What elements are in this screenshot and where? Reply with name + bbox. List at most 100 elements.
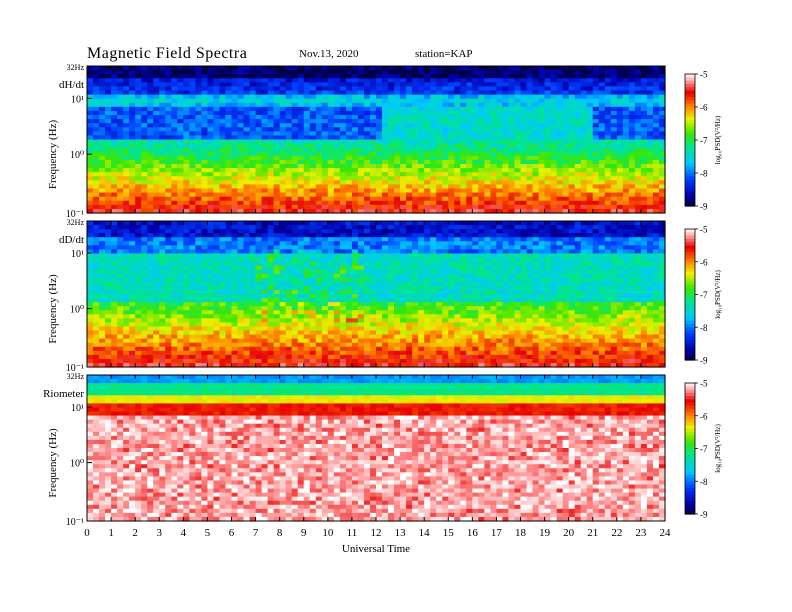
spectrogram-cell <box>297 237 305 242</box>
spectrogram-cell <box>159 155 166 161</box>
spectrogram-cell <box>237 98 245 104</box>
spectrogram-cell <box>333 164 341 169</box>
spectrogram-cell <box>255 289 263 295</box>
spectrogram-cell <box>303 241 311 246</box>
spectrogram-cell <box>514 188 522 194</box>
spectrogram-cell <box>291 155 299 161</box>
spectrogram-cell <box>129 253 136 259</box>
spectrogram-cell <box>201 338 209 344</box>
spectrogram-cell <box>225 135 233 141</box>
spectrogram-cell <box>418 94 425 100</box>
spectrogram-cell <box>448 164 455 169</box>
spectrogram-cell <box>117 184 124 190</box>
spectrogram-cell <box>111 237 118 242</box>
spectrogram-cell <box>255 147 263 153</box>
spectrogram-cell <box>339 200 347 206</box>
spectrogram-cell <box>544 98 552 104</box>
spectrogram-cell <box>460 74 467 79</box>
spectrogram-cell <box>297 143 305 149</box>
spectrogram-cell <box>237 184 245 190</box>
spectrogram-cell <box>327 106 335 112</box>
spectrogram-cell <box>478 159 485 165</box>
spectrogram-cell <box>165 326 172 332</box>
spectrogram-cell <box>478 192 485 198</box>
spectrogram-cell <box>333 115 341 120</box>
spectrogram-cell <box>357 164 365 169</box>
spectrogram-cell <box>159 86 166 92</box>
spectrogram-cell <box>147 139 154 145</box>
spectrogram-cell <box>165 273 172 279</box>
spectrogram-cell <box>231 180 239 186</box>
spectrogram-cell <box>442 98 449 104</box>
spectrogram-cell <box>538 127 546 132</box>
spectrogram-cell <box>568 139 576 145</box>
spectrogram-cell <box>345 102 353 108</box>
spectrogram-cell <box>99 78 106 83</box>
spectrogram-cell <box>363 200 371 206</box>
spectrogram-cell <box>225 265 233 271</box>
spectrogram-cell <box>303 265 311 271</box>
spectrogram-cell <box>309 294 317 299</box>
spectrogram-cell <box>406 131 413 137</box>
spectrogram-cell <box>634 119 642 124</box>
spectrogram-cell <box>219 147 227 153</box>
spectrogram-cell <box>243 306 251 311</box>
spectrogram-cell <box>117 151 124 157</box>
spectrogram-cell <box>177 273 184 279</box>
spectrogram-cell <box>586 155 594 161</box>
spectrogram-cell <box>273 123 281 128</box>
spectrogram-cell <box>213 310 221 315</box>
spectrogram-cell <box>213 273 221 279</box>
spectrogram-cell <box>291 115 299 120</box>
spectrogram-cell <box>333 102 341 108</box>
spectrogram-cell <box>219 151 227 157</box>
spectrogram-cell <box>165 269 172 275</box>
spectrogram-cell <box>165 98 172 104</box>
colorbar-swatch <box>685 156 695 161</box>
spectrogram-cell <box>105 200 112 206</box>
spectrogram-cell <box>99 204 106 210</box>
spectrogram-cell <box>628 196 636 202</box>
spectrogram-cell <box>165 358 172 364</box>
spectrogram-cell <box>351 176 359 181</box>
spectrogram-cell <box>658 164 666 169</box>
spectrogram-cell <box>189 155 196 161</box>
spectrogram-cell <box>382 204 389 210</box>
spectrogram-cell <box>291 82 299 88</box>
spectrogram-cell <box>243 221 251 226</box>
spectrogram-cell <box>249 192 257 198</box>
spectrogram-cell <box>333 119 341 124</box>
spectrogram-cell <box>189 314 196 319</box>
spectrogram-cell <box>556 90 564 96</box>
spectrogram-cell <box>454 135 461 141</box>
spectrogram-cell <box>297 82 305 88</box>
spectrogram-cell <box>159 358 166 364</box>
spectrogram-cell <box>207 322 215 328</box>
spectrogram-cell <box>478 74 485 79</box>
spectrogram-cell <box>213 66 221 71</box>
spectrogram-cell <box>183 123 190 128</box>
spectrogram-cell <box>430 131 437 137</box>
spectrogram-cell <box>550 131 558 137</box>
spectrogram-cell <box>490 196 498 202</box>
spectrogram-cell <box>225 342 233 348</box>
spectrogram-cell <box>532 151 540 157</box>
spectrogram-cell <box>135 135 142 141</box>
spectrogram-cell <box>237 196 245 202</box>
spectrogram-cell <box>436 102 443 108</box>
spectrogram-cell <box>369 66 377 71</box>
spectrogram-cell <box>394 98 401 104</box>
spectrogram-cell <box>153 249 160 255</box>
spectrogram-cell <box>394 196 401 202</box>
spectrogram-cell <box>484 74 491 79</box>
spectrogram-cell <box>472 70 479 75</box>
spectrogram-cell <box>544 94 552 100</box>
spectrogram-cell <box>213 196 221 202</box>
spectrogram-cell <box>574 176 582 181</box>
spectrogram-cell <box>532 155 540 161</box>
spectrogram-cell <box>436 86 443 92</box>
spectrogram-cell <box>520 74 528 79</box>
spectrogram-cell <box>141 310 148 315</box>
spectrogram-cell <box>201 208 209 214</box>
spectrogram-cell <box>327 200 335 206</box>
